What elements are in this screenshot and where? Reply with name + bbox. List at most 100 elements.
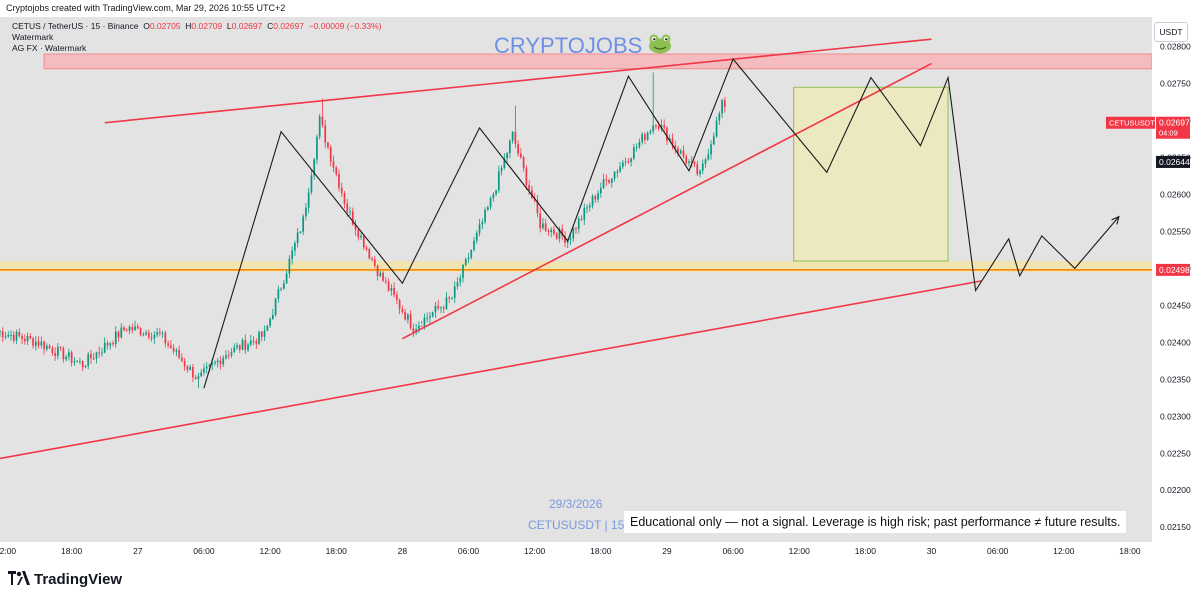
candle-body xyxy=(376,265,379,277)
candle-body xyxy=(114,331,117,345)
y-tick-label: 0.02750 xyxy=(1160,79,1191,89)
chart-frame[interactable]: 0.028000.027500.027000.026500.026000.025… xyxy=(0,17,1200,562)
candle-body xyxy=(161,332,164,334)
candle-body xyxy=(288,258,291,274)
candle-body xyxy=(227,355,230,357)
candle-body xyxy=(555,233,558,239)
candle-body xyxy=(136,326,139,329)
candle-body xyxy=(15,331,18,341)
candle-body xyxy=(627,161,630,163)
candle-body xyxy=(40,341,43,346)
candle-body xyxy=(208,364,211,367)
candle-body xyxy=(48,345,51,349)
candle-body xyxy=(307,192,310,208)
candle-body xyxy=(205,366,208,369)
candle-body xyxy=(131,326,134,330)
candle-body xyxy=(445,297,448,309)
plot-background[interactable] xyxy=(0,17,1152,542)
candle-body xyxy=(62,347,65,360)
candle-body xyxy=(247,344,249,351)
tradingview-logo[interactable]: TradingView xyxy=(8,571,122,589)
candle-body xyxy=(420,325,423,327)
symbol-name[interactable]: CETUS / TetherUS · 15 · Binance xyxy=(12,21,139,31)
candle-body xyxy=(531,190,533,198)
candle-body xyxy=(677,148,679,154)
candle-body xyxy=(65,356,67,360)
candle-body xyxy=(442,307,445,309)
candle-body xyxy=(462,264,464,278)
candle-body xyxy=(528,184,531,191)
candle-body xyxy=(332,161,335,168)
trendline-rising-support xyxy=(402,62,932,340)
candle-body xyxy=(707,154,710,160)
candle-body xyxy=(125,330,128,332)
candle-body xyxy=(305,207,307,217)
candle-body xyxy=(351,211,354,225)
candle-body xyxy=(616,171,619,173)
candle-body xyxy=(679,150,682,154)
y-tick-label: 0.02300 xyxy=(1160,411,1191,421)
candle-body xyxy=(437,305,440,309)
candle-body xyxy=(186,366,189,370)
candle-body xyxy=(404,311,406,320)
candle-body xyxy=(183,361,186,367)
candle-body xyxy=(70,352,73,363)
price-label-value: 0.02697 xyxy=(1159,118,1190,128)
candle-body xyxy=(142,334,145,336)
price-label-value: 0.02498 xyxy=(1159,265,1190,275)
candle-body xyxy=(434,305,437,313)
candle-body xyxy=(57,346,59,356)
candle-body xyxy=(718,113,721,121)
candle-body xyxy=(693,161,696,165)
candle-body xyxy=(316,136,318,160)
candle-body xyxy=(156,332,158,335)
candle-body xyxy=(674,145,677,149)
candle-body xyxy=(517,144,519,154)
indicator-agfx-watermark[interactable]: AG FX · Watermark xyxy=(12,43,87,53)
candle-body xyxy=(624,161,627,163)
candle-body xyxy=(652,125,655,132)
candle-body xyxy=(633,147,635,159)
candle-body xyxy=(283,283,285,289)
candle-body xyxy=(18,331,21,337)
candle-body xyxy=(302,216,305,232)
candle-body xyxy=(274,298,277,315)
brand-watermark: CRYPTOJOBS xyxy=(494,33,672,60)
candle-body xyxy=(580,218,583,220)
candle-body xyxy=(542,223,544,229)
price-label-countdown: 04:09 xyxy=(1159,129,1178,138)
candle-body xyxy=(407,314,409,320)
ohlc-open: 0.02705 xyxy=(149,21,181,31)
candle-body xyxy=(685,156,688,163)
candle-body xyxy=(252,340,255,342)
candle-body xyxy=(280,288,282,290)
candle-body xyxy=(641,134,643,143)
candle-body xyxy=(109,343,112,346)
candle-body xyxy=(106,342,109,346)
price-chart[interactable]: 0.028000.027500.027000.026500.026000.025… xyxy=(0,17,1200,562)
candle-body xyxy=(467,257,470,260)
candle-body xyxy=(76,361,79,363)
symbol-legend[interactable]: CETUS / TetherUS · 15 · Binance O0.02705… xyxy=(12,21,381,31)
y-tick-label: 0.02250 xyxy=(1160,448,1191,458)
indicator-watermark[interactable]: Watermark xyxy=(12,32,54,42)
x-tick-label: 18:00 xyxy=(326,546,348,556)
x-tick-label: 12:00 xyxy=(0,546,16,556)
candle-body xyxy=(701,163,704,171)
candle-body xyxy=(525,168,528,185)
candle-body xyxy=(577,218,580,230)
x-tick-label: 27 xyxy=(133,546,143,556)
x-tick-label: 29 xyxy=(662,546,672,556)
currency-button[interactable]: USDT xyxy=(1154,22,1188,42)
candle-body xyxy=(500,167,503,172)
candle-body xyxy=(181,357,183,362)
y-tick-label: 0.02350 xyxy=(1160,374,1191,384)
candle-body xyxy=(175,349,178,352)
candle-body xyxy=(1,331,4,338)
candle-body xyxy=(666,127,668,141)
candle-body xyxy=(657,126,660,129)
candle-body xyxy=(230,352,233,356)
candle-body xyxy=(390,287,393,291)
candle-body xyxy=(597,193,599,200)
candle-body xyxy=(285,273,288,284)
